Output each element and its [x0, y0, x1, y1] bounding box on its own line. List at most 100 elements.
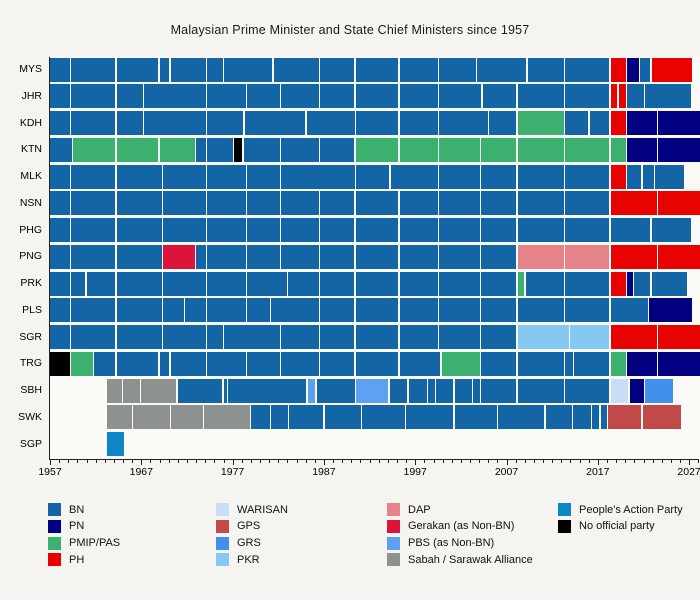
segment-SBH-GRS	[645, 378, 674, 403]
minor-tick-2003	[470, 460, 471, 463]
minor-tick-2004	[479, 460, 481, 463]
major-tick-2017	[597, 460, 599, 465]
segment-MLK-PH	[610, 164, 626, 189]
legend-swatch-PKR	[216, 553, 229, 567]
timeline-row-SBH	[0, 378, 700, 403]
segment-MLK-BN	[355, 164, 390, 189]
row-label-TRG: TRG	[19, 357, 42, 370]
minor-tick-1970	[168, 460, 170, 463]
segment-PRK-BN	[355, 271, 399, 296]
segment-SBH-BN	[454, 378, 472, 403]
segment-KDH-BN	[306, 111, 355, 136]
timeline-row-MYS	[0, 57, 700, 82]
segment-KTN-PAS	[564, 137, 610, 162]
minor-tick-1980	[260, 460, 261, 463]
segment-KDH-BN	[244, 111, 306, 136]
segment-SWK-BN	[498, 405, 545, 430]
segment-KDH-BN	[207, 111, 244, 136]
segment-JHR-BN	[116, 84, 143, 109]
segment-PRK-BN	[399, 271, 438, 296]
legend-label-GERAKAN: Gerakan (as Non-BN)	[408, 520, 515, 533]
segment-MYS-BN	[477, 57, 527, 82]
row-label-KDH: KDH	[19, 116, 42, 129]
segment-SBH-BN	[223, 378, 227, 403]
segment-SWK-BN	[573, 405, 591, 430]
segment-TRG-BN	[159, 351, 170, 376]
segment-NSN-PH	[658, 191, 700, 216]
segment-PLS-BN	[320, 298, 355, 323]
segment-PLS-BN	[270, 298, 319, 323]
minor-tick-2013	[561, 460, 563, 463]
timeline-row-PNG	[0, 244, 700, 269]
segment-MYS-BN	[273, 57, 319, 82]
segment-PRK-BN	[564, 271, 610, 296]
minor-tick-1986	[314, 460, 316, 463]
segment-KTN-BN	[196, 137, 206, 162]
segment-PRK-BN	[634, 271, 651, 296]
segment-JHR-BN	[627, 84, 644, 109]
segment-SBH-BN	[564, 378, 610, 403]
segment-PNG-PH	[610, 244, 657, 269]
segment-MYS-PH	[651, 57, 693, 82]
segment-MLK-BN	[163, 164, 206, 189]
segment-PHG-BN	[651, 218, 692, 243]
segment-PRK-BN	[50, 271, 70, 296]
legend-label-PH: PH	[69, 553, 85, 566]
minor-tick-2026	[680, 460, 681, 463]
segment-PHG-BN	[116, 218, 162, 243]
minor-tick-1989	[342, 460, 344, 463]
legend-swatch-BN	[48, 503, 61, 516]
segment-KDH-PAS	[517, 111, 564, 136]
segment-TRG-NONE	[50, 351, 70, 376]
segment-MLK-BN	[50, 164, 70, 189]
segment-MYS-BN	[320, 57, 355, 82]
segment-PLS-BN	[247, 298, 270, 323]
segment-MLK-BN	[281, 164, 355, 189]
minor-tick-2002	[460, 460, 462, 463]
legend-swatch-ALLIANCE	[387, 553, 400, 567]
legend-swatch-DAP	[387, 503, 400, 516]
segment-TRG-PN	[627, 351, 657, 376]
segment-PLS-BN	[116, 298, 162, 323]
segment-MYS-BN	[527, 57, 564, 82]
major-tick-1997	[415, 460, 417, 465]
minor-tick-2011	[543, 460, 544, 463]
segment-PNG-BN	[480, 244, 517, 269]
segment-SGR-PKR	[570, 325, 610, 350]
legend-label-PKR: PKR	[237, 553, 260, 566]
segment-PLS-PN	[648, 298, 693, 323]
minor-tick-2005	[488, 460, 490, 463]
segment-SWK-BN	[289, 405, 324, 430]
segment-PRK-BN	[163, 271, 206, 296]
legend-label-BN: BN	[69, 503, 85, 516]
segment-KTN-BN	[243, 137, 280, 162]
segment-NSN-BN	[564, 191, 610, 216]
segment-PNG-BN	[281, 244, 319, 269]
segment-JHR-BN	[247, 84, 280, 109]
segment-KTN-PAS	[610, 137, 626, 162]
timeline-row-MLK	[0, 164, 700, 189]
minor-tick-1982	[278, 460, 280, 463]
minor-tick-1975	[214, 460, 216, 463]
segment-SBH-BN	[472, 378, 480, 403]
segment-TRG-BN	[170, 351, 206, 376]
row-label-KTN: KTN	[21, 143, 42, 156]
segment-SGR-BN	[399, 325, 438, 350]
minor-tick-1959	[68, 460, 70, 463]
segment-KDH-BN	[71, 111, 116, 136]
segment-PRK-BN	[525, 271, 564, 296]
legend-swatch-PH	[48, 553, 61, 567]
segment-PHG-BN	[71, 218, 116, 243]
segment-PRK-PN	[627, 271, 633, 296]
minor-tick-2016	[588, 460, 590, 463]
segment-PLS-BN	[71, 298, 116, 323]
minor-tick-1985	[305, 460, 307, 463]
segment-PRK-PH	[610, 271, 626, 296]
segment-SBH-ALLIANCE	[141, 378, 177, 403]
legend-swatch-PBS	[387, 536, 400, 550]
minor-tick-1974	[205, 460, 207, 463]
segment-PLS-BN	[185, 298, 206, 323]
legend-swatch-PAP	[558, 503, 571, 516]
major-tick-1957	[50, 460, 51, 465]
segment-PLS-BN	[610, 298, 648, 323]
